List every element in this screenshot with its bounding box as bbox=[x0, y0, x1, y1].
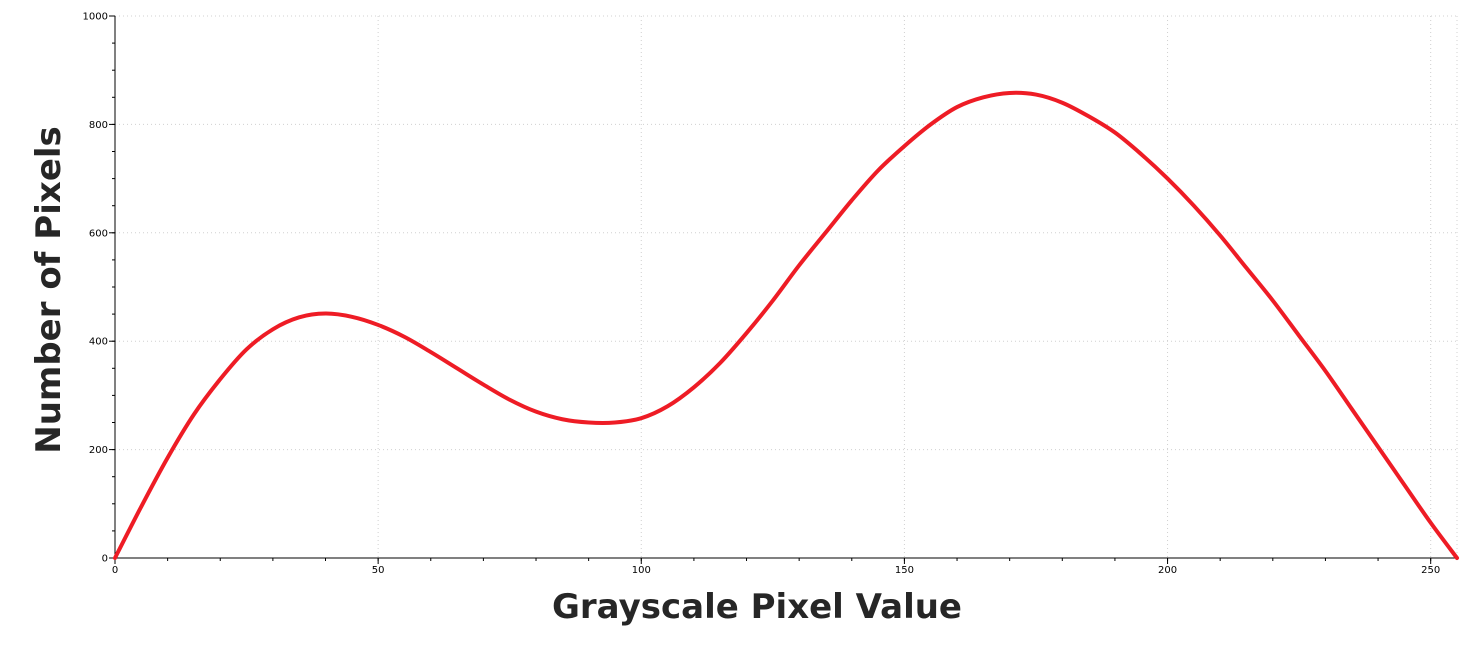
y-tick-label: 0 bbox=[102, 554, 108, 565]
axes bbox=[109, 15, 1457, 564]
x-tick-label: 100 bbox=[632, 565, 651, 576]
y-tick-label: 400 bbox=[89, 337, 108, 348]
y-tick-label: 600 bbox=[89, 228, 108, 239]
x-tick-label: 150 bbox=[895, 565, 914, 576]
grid bbox=[115, 15, 1458, 558]
y-tick-label: 200 bbox=[89, 445, 108, 456]
series-layer bbox=[113, 90, 1459, 560]
x-tick-label: 250 bbox=[1421, 565, 1440, 576]
y-tick-label: 800 bbox=[89, 120, 108, 131]
x-axis-title: Grayscale Pixel Value bbox=[552, 587, 962, 627]
y-axis-title: Number of Pixels bbox=[29, 126, 69, 454]
x-tick-label: 0 bbox=[112, 565, 118, 576]
tick-labels: 0 50 100 150 200 250 0 200 400 600 800 1000 bbox=[83, 12, 1441, 577]
x-tick-label: 200 bbox=[1158, 565, 1177, 576]
x-tick-label: 50 bbox=[372, 565, 385, 576]
series-line bbox=[113, 90, 1459, 560]
y-tick-label: 1000 bbox=[83, 12, 108, 23]
